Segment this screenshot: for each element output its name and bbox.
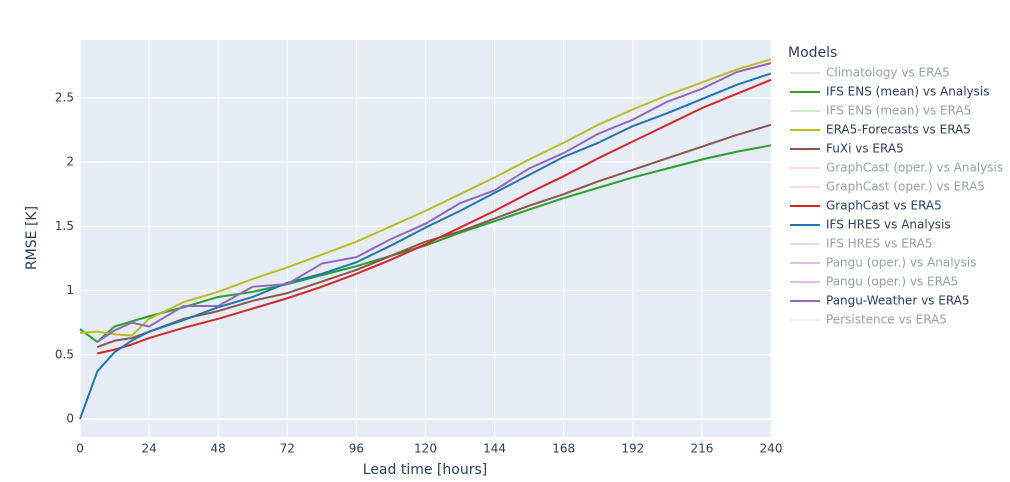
legend-label[interactable]: IFS ENS (mean) vs ERA5 [826, 104, 971, 118]
x-tick-label: 0 [76, 442, 84, 456]
x-tick-label: 120 [414, 442, 437, 456]
x-tick-label: 168 [552, 442, 575, 456]
legend-label[interactable]: ERA5-Forecasts vs ERA5 [826, 123, 971, 137]
legend-label[interactable]: Pangu-Weather vs ERA5 [826, 294, 970, 308]
x-tick-label: 96 [349, 442, 364, 456]
x-axis-title: Lead time [hours] [363, 462, 487, 478]
legend-label[interactable]: Persistence vs ERA5 [826, 313, 947, 327]
legend-label[interactable]: FuXi vs ERA5 [826, 142, 904, 156]
y-axis-title: RMSE [K] [24, 206, 40, 270]
y-tick-label: 0 [66, 412, 74, 426]
x-tick-label: 240 [760, 442, 783, 456]
y-tick-label: 2 [66, 155, 74, 169]
legend-label[interactable]: Pangu (oper.) vs ERA5 [826, 275, 958, 289]
y-tick-label: 1 [66, 283, 74, 297]
legend-label[interactable]: GraphCast (oper.) vs Analysis [826, 161, 1003, 175]
line [96, 62, 772, 343]
x-tick-label: 216 [690, 442, 713, 456]
legend-label[interactable]: Climatology vs ERA5 [826, 66, 950, 80]
x-tick-label: 192 [621, 442, 644, 456]
legend-label[interactable]: Pangu (oper.) vs Analysis [826, 256, 976, 270]
legend-label[interactable]: IFS HRES vs Analysis [826, 218, 951, 232]
legend-title: Models [788, 45, 837, 61]
line [79, 72, 772, 420]
legend-label[interactable]: GraphCast (oper.) vs ERA5 [826, 180, 985, 194]
line [97, 78, 772, 355]
x-tick-label: 48 [211, 442, 226, 456]
x-tick-label: 24 [141, 442, 156, 456]
legend-label[interactable]: IFS ENS (mean) vs Analysis [826, 85, 989, 99]
y-tick-label: 0.5 [55, 347, 74, 361]
x-tick-label: 72 [280, 442, 295, 456]
y-tick-label: 2.5 [55, 90, 74, 104]
y-tick-label: 1.5 [55, 219, 74, 233]
legend-label[interactable]: IFS HRES vs ERA5 [826, 237, 932, 251]
x-tick-label: 144 [483, 442, 506, 456]
legend-label[interactable]: GraphCast vs ERA5 [826, 199, 942, 213]
